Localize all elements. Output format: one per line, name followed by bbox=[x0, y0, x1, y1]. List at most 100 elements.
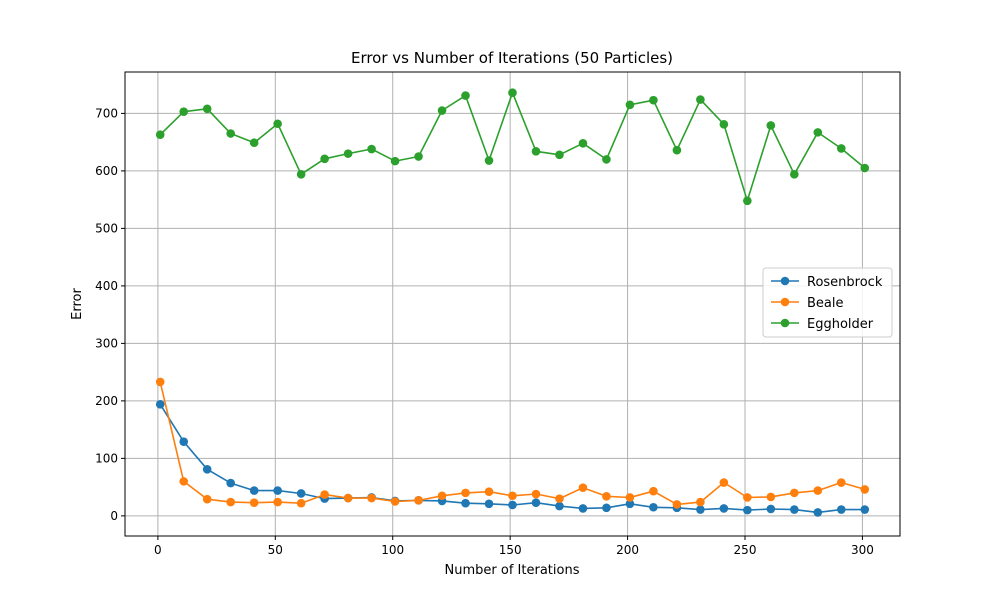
legend-item-beale: Beale bbox=[771, 296, 844, 311]
data-point-rosenbrock bbox=[836, 505, 846, 514]
data-point-rosenbrock bbox=[625, 499, 635, 509]
data-point-beale bbox=[625, 493, 635, 502]
y-axis-label: Error bbox=[70, 288, 85, 320]
data-point-eggholder bbox=[578, 138, 588, 148]
data-point-beale bbox=[390, 497, 400, 506]
legend-label: Eggholder bbox=[807, 317, 874, 332]
x-tick-label: 150 bbox=[499, 543, 522, 557]
data-point-rosenbrock bbox=[531, 498, 541, 507]
data-point-rosenbrock bbox=[578, 504, 588, 513]
y-tick-label: 500 bbox=[95, 221, 118, 235]
data-point-beale bbox=[672, 500, 682, 509]
data-point-eggholder bbox=[696, 95, 705, 104]
data-point-beale bbox=[155, 377, 165, 387]
data-point-beale bbox=[813, 486, 823, 495]
data-point-rosenbrock bbox=[249, 486, 259, 495]
y-tick-label: 400 bbox=[95, 279, 118, 293]
data-point-beale bbox=[836, 478, 846, 487]
grid bbox=[125, 72, 900, 536]
data-point-eggholder bbox=[437, 106, 447, 115]
data-point-beale bbox=[696, 497, 705, 507]
data-point-eggholder bbox=[766, 121, 776, 130]
data-point-beale bbox=[226, 497, 235, 507]
data-point-eggholder bbox=[649, 95, 658, 105]
x-tick-label: 200 bbox=[616, 543, 639, 557]
chart-title: Error vs Number of Iterations (50 Partic… bbox=[351, 49, 673, 67]
legend-swatch-marker bbox=[780, 276, 790, 286]
data-point-rosenbrock bbox=[743, 505, 752, 515]
data-point-rosenbrock bbox=[602, 503, 611, 513]
data-point-rosenbrock bbox=[296, 489, 306, 498]
data-point-beale bbox=[649, 486, 658, 496]
data-point-beale bbox=[484, 487, 494, 497]
data-point-eggholder bbox=[461, 91, 470, 100]
series-eggholder bbox=[155, 88, 870, 206]
data-point-beale bbox=[273, 497, 282, 507]
data-point-beale bbox=[555, 494, 564, 503]
data-point-rosenbrock bbox=[696, 505, 705, 514]
data-point-eggholder bbox=[202, 104, 212, 114]
y-tick-label: 600 bbox=[95, 164, 118, 178]
data-point-beale bbox=[602, 492, 611, 501]
data-point-eggholder bbox=[273, 119, 282, 129]
data-point-eggholder bbox=[226, 129, 235, 138]
data-point-rosenbrock bbox=[273, 486, 282, 495]
legend-swatch-marker bbox=[780, 318, 790, 328]
data-point-beale bbox=[790, 488, 799, 498]
data-point-eggholder bbox=[179, 107, 189, 116]
x-tick-label: 250 bbox=[734, 543, 757, 557]
data-point-beale bbox=[437, 491, 447, 501]
data-point-rosenbrock bbox=[719, 504, 729, 513]
data-point-eggholder bbox=[390, 156, 400, 166]
data-point-beale bbox=[179, 477, 189, 486]
data-point-eggholder bbox=[719, 120, 729, 129]
y-tick-label: 700 bbox=[95, 106, 118, 120]
data-point-eggholder bbox=[320, 154, 329, 164]
y-tick-label: 100 bbox=[95, 451, 118, 465]
y-tick-label: 300 bbox=[95, 336, 118, 350]
legend-label: Rosenbrock bbox=[807, 275, 883, 290]
series-layer bbox=[155, 88, 870, 517]
data-point-rosenbrock bbox=[766, 504, 776, 514]
x-tick-label: 100 bbox=[381, 543, 404, 557]
data-point-eggholder bbox=[625, 100, 635, 110]
data-point-eggholder bbox=[155, 130, 165, 139]
data-point-beale bbox=[320, 490, 329, 499]
data-point-rosenbrock bbox=[461, 498, 470, 508]
data-point-beale bbox=[414, 496, 423, 505]
data-point-eggholder bbox=[343, 149, 353, 158]
data-point-beale bbox=[743, 493, 752, 502]
data-point-beale bbox=[367, 493, 376, 503]
data-point-eggholder bbox=[484, 156, 494, 165]
y-tick-label: 0 bbox=[110, 509, 118, 523]
data-point-eggholder bbox=[249, 138, 259, 148]
data-point-rosenbrock bbox=[202, 465, 212, 474]
data-point-rosenbrock bbox=[790, 505, 799, 514]
data-point-eggholder bbox=[414, 152, 423, 161]
data-point-rosenbrock bbox=[649, 502, 658, 512]
data-point-eggholder bbox=[743, 196, 752, 206]
x-tick-label: 0 bbox=[154, 543, 162, 557]
data-point-eggholder bbox=[790, 170, 799, 179]
data-point-eggholder bbox=[296, 170, 306, 179]
data-point-eggholder bbox=[860, 163, 870, 173]
data-point-rosenbrock bbox=[155, 400, 165, 409]
data-point-rosenbrock bbox=[555, 501, 564, 511]
data-point-rosenbrock bbox=[860, 505, 870, 514]
data-point-beale bbox=[249, 498, 259, 507]
data-point-eggholder bbox=[602, 155, 611, 164]
data-point-rosenbrock bbox=[508, 500, 517, 510]
data-point-beale bbox=[766, 492, 776, 502]
series-beale bbox=[155, 377, 870, 509]
ticks: 0 50 100 150 200 250 300 0 100 200 300 400 500 600 700 bbox=[95, 106, 874, 557]
data-point-rosenbrock bbox=[179, 437, 189, 447]
data-point-eggholder bbox=[836, 144, 846, 153]
legend-swatch-marker bbox=[780, 297, 790, 307]
data-point-eggholder bbox=[813, 128, 823, 137]
data-point-eggholder bbox=[508, 88, 517, 97]
x-tick-label: 50 bbox=[268, 543, 283, 557]
data-point-rosenbrock bbox=[484, 499, 494, 509]
data-point-beale bbox=[508, 491, 517, 501]
data-point-eggholder bbox=[531, 147, 541, 156]
